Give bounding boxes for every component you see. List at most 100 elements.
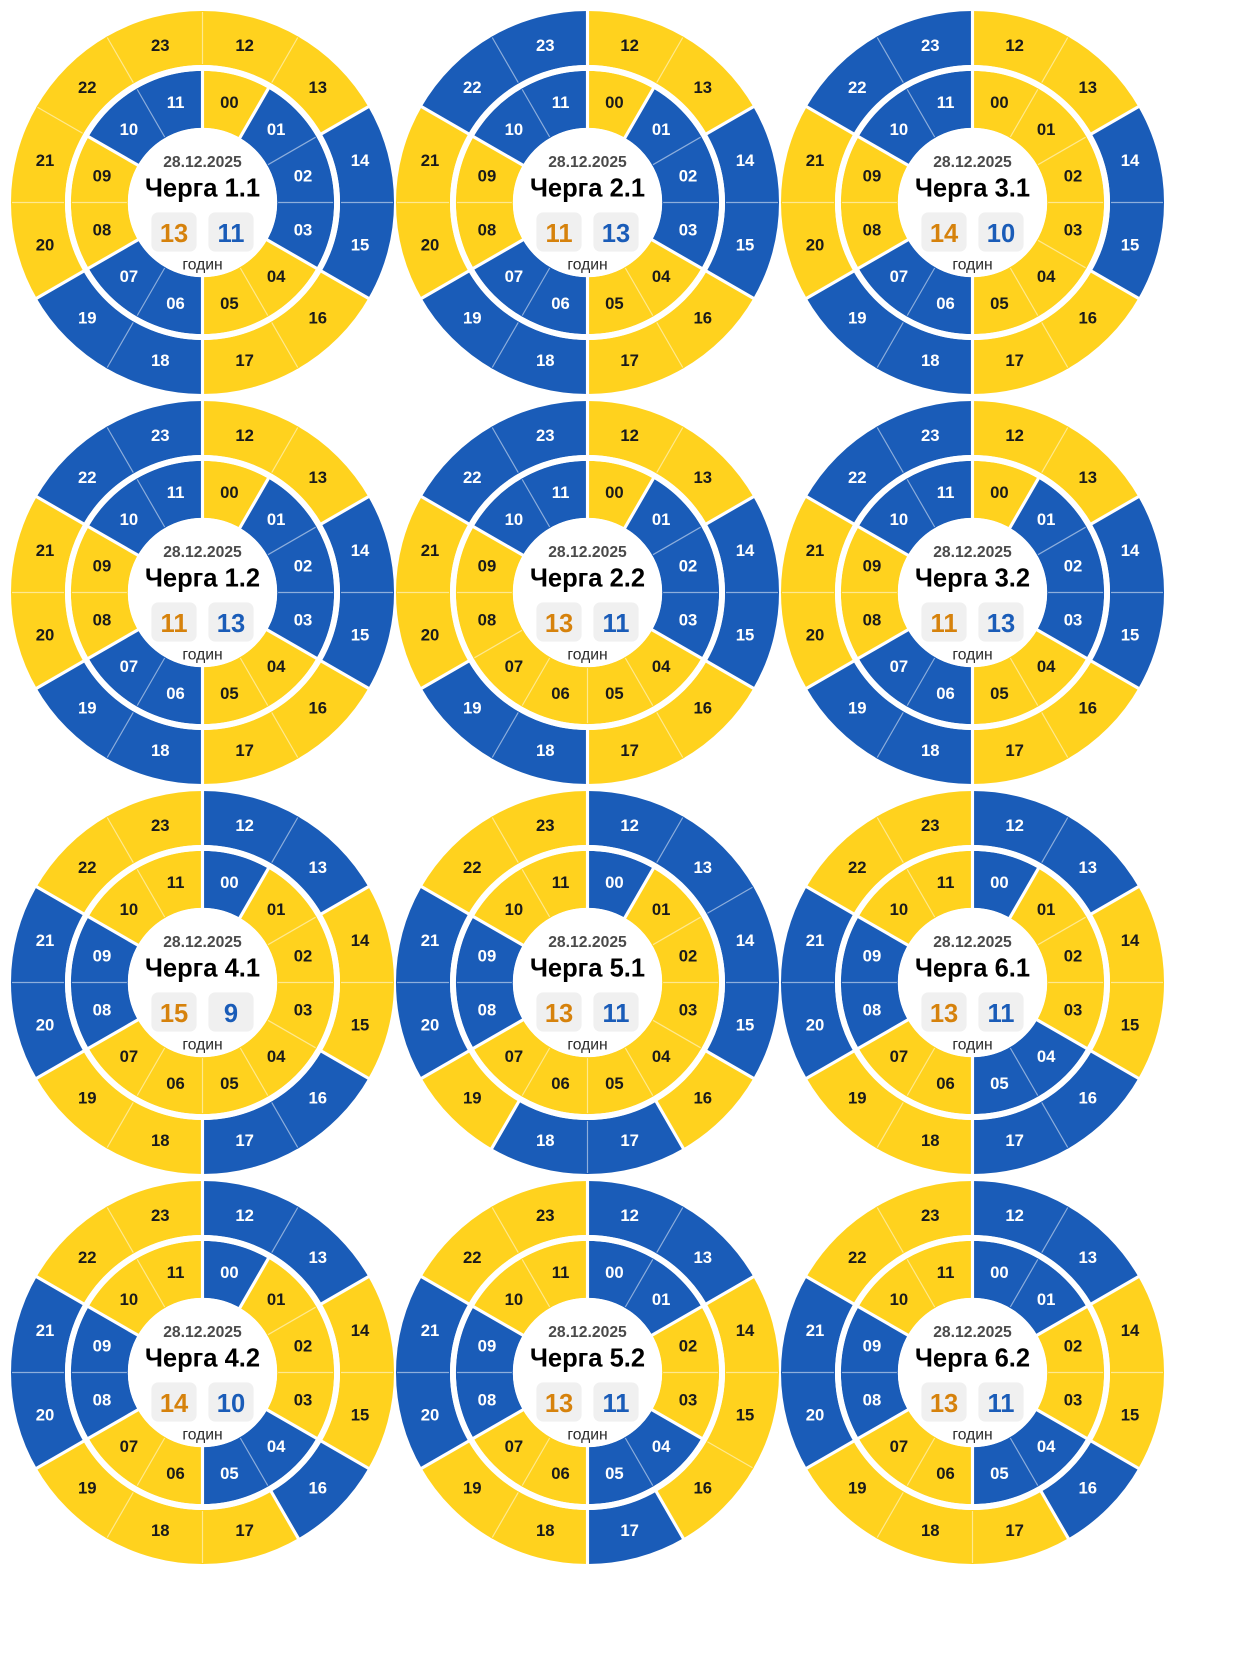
segment-divider-strong bbox=[1089, 884, 1140, 916]
segment-divider-faint bbox=[271, 427, 299, 473]
hour-segment bbox=[1040, 815, 1140, 915]
hour-segment bbox=[780, 200, 854, 300]
segment-divider-faint bbox=[624, 657, 654, 706]
segment-divider-strong bbox=[856, 1304, 910, 1338]
hour-segment bbox=[905, 1436, 974, 1505]
segment-divider-faint bbox=[491, 1492, 519, 1538]
chart-text: 14 bbox=[160, 1390, 189, 1418]
hour-segment bbox=[970, 790, 1070, 864]
hour-label: 19 bbox=[78, 1089, 97, 1108]
segment-divider-strong bbox=[319, 659, 370, 691]
hour-label: 18 bbox=[151, 351, 170, 370]
hour-label: 00 bbox=[605, 873, 624, 892]
ring-separator bbox=[65, 1235, 340, 1510]
hour-segment bbox=[266, 915, 335, 984]
hour-label: 21 bbox=[36, 1321, 55, 1340]
hour-segment bbox=[586, 460, 655, 529]
hour-segment bbox=[1036, 915, 1105, 984]
hour-segment bbox=[321, 495, 395, 595]
hour-segment bbox=[270, 425, 370, 525]
hour-segment bbox=[1040, 35, 1140, 135]
hour-label: 06 bbox=[166, 684, 185, 703]
hour-segment bbox=[1036, 525, 1105, 594]
chart-text: 11 bbox=[546, 220, 573, 248]
hour-segment bbox=[455, 525, 524, 594]
hour-label: 22 bbox=[78, 1248, 97, 1267]
chart-text: 13 bbox=[987, 610, 1015, 638]
hour-label: 08 bbox=[863, 1390, 882, 1409]
hour-label: 19 bbox=[463, 309, 482, 328]
hour-segment bbox=[875, 1101, 975, 1175]
hours-count-badge bbox=[921, 1382, 967, 1422]
hour-label: 15 bbox=[736, 626, 755, 645]
segment-divider-strong bbox=[1089, 104, 1140, 136]
hour-label: 01 bbox=[652, 120, 671, 139]
hour-label: 17 bbox=[620, 351, 639, 370]
hour-segment bbox=[840, 525, 909, 594]
hour-label: 01 bbox=[652, 900, 671, 919]
hour-label: 10 bbox=[505, 120, 524, 139]
hour-label: 04 bbox=[652, 1047, 671, 1066]
hour-label: 17 bbox=[620, 1521, 639, 1540]
hour-segment bbox=[70, 981, 139, 1050]
ring-separator bbox=[65, 845, 340, 1120]
hour-label: 04 bbox=[1037, 657, 1056, 676]
hour-label: 10 bbox=[890, 900, 909, 919]
hour-segment bbox=[270, 270, 370, 370]
hour-segment bbox=[971, 70, 1040, 139]
segment-divider-strong bbox=[420, 269, 471, 301]
segment-divider-faint bbox=[239, 1437, 269, 1486]
segment-divider-strong bbox=[622, 86, 656, 140]
hour-label: 07 bbox=[120, 1437, 139, 1456]
hours-count-badge bbox=[151, 602, 197, 642]
hour-segment bbox=[905, 656, 974, 725]
hour-label: 22 bbox=[848, 468, 867, 487]
hour-label: 11 bbox=[937, 93, 955, 112]
hour-label: 09 bbox=[478, 1336, 497, 1355]
hour-segment bbox=[706, 980, 780, 1080]
hour-segment bbox=[201, 656, 270, 725]
hour-segment bbox=[840, 1371, 909, 1440]
hour-label: 00 bbox=[605, 1263, 624, 1282]
chart-text: 28.12.2025 bbox=[933, 544, 1012, 561]
segment-divider-strong bbox=[35, 884, 86, 916]
hour-label: 23 bbox=[151, 816, 170, 835]
hour-segment bbox=[201, 1436, 270, 1505]
hour-label: 14 bbox=[1121, 541, 1140, 560]
hour-segment bbox=[655, 270, 755, 370]
hour-label: 16 bbox=[1079, 309, 1098, 328]
chart-text: 13 bbox=[930, 1000, 958, 1028]
segment-divider-strong bbox=[805, 659, 856, 691]
hour-label: 00 bbox=[990, 93, 1009, 112]
hour-segment bbox=[455, 1305, 524, 1374]
hour-segment bbox=[585, 1180, 685, 1254]
hour-label: 03 bbox=[679, 1000, 698, 1019]
hour-label: 05 bbox=[220, 294, 239, 313]
hour-label: 21 bbox=[806, 1321, 825, 1340]
hour-label: 09 bbox=[863, 946, 882, 965]
hour-label: 03 bbox=[294, 220, 313, 239]
hours-count-badge bbox=[593, 212, 639, 252]
hour-segment bbox=[70, 201, 139, 270]
segment-divider-faint bbox=[906, 1259, 936, 1308]
hour-segment bbox=[135, 70, 204, 139]
hour-label: 10 bbox=[120, 1290, 139, 1309]
hour-label: 20 bbox=[806, 236, 825, 255]
hour-label: 14 bbox=[1121, 1321, 1140, 1340]
hour-label: 04 bbox=[1037, 1047, 1056, 1066]
hour-label: 09 bbox=[478, 946, 497, 965]
hour-segment bbox=[105, 1180, 205, 1254]
hour-label: 02 bbox=[1064, 556, 1083, 575]
segment-divider-faint bbox=[521, 1437, 551, 1486]
hour-label: 04 bbox=[652, 657, 671, 676]
hour-label: 13 bbox=[694, 1248, 713, 1267]
segment-divider-faint bbox=[906, 267, 936, 316]
segment-divider-faint bbox=[876, 712, 904, 758]
hour-segment bbox=[270, 815, 370, 915]
hour-label: 08 bbox=[93, 220, 112, 239]
hour-label: 17 bbox=[235, 1131, 254, 1150]
hour-label: 04 bbox=[652, 267, 671, 286]
hour-label: 14 bbox=[351, 1321, 370, 1340]
hour-segment bbox=[200, 400, 300, 474]
hour-label: 17 bbox=[235, 351, 254, 370]
